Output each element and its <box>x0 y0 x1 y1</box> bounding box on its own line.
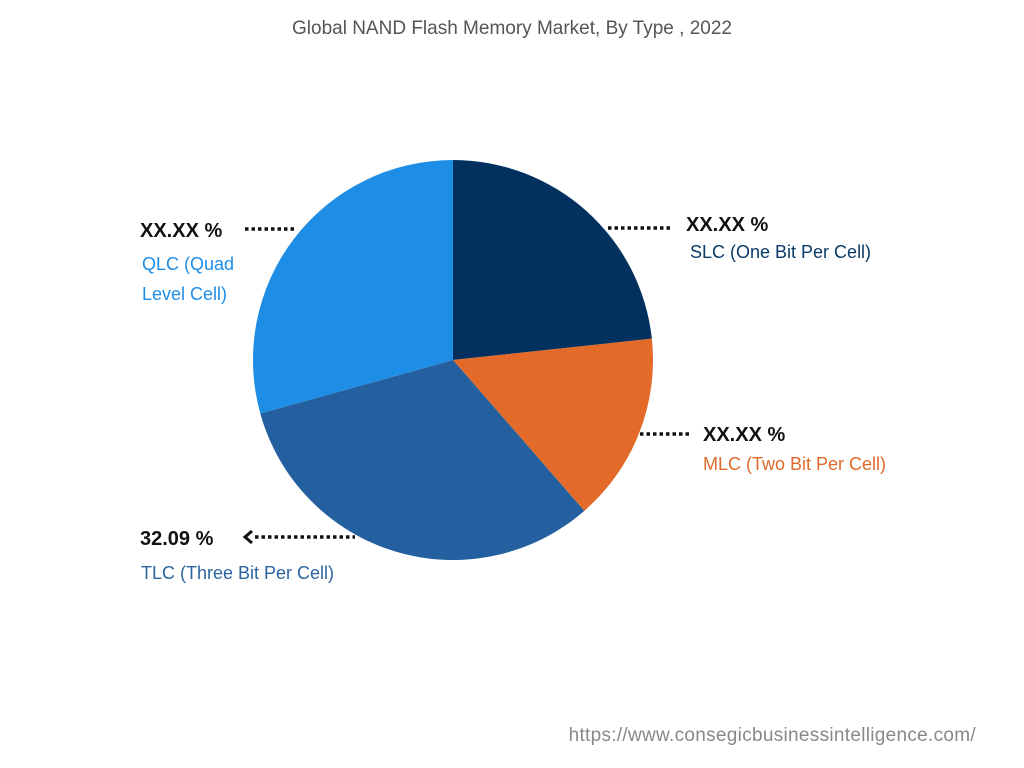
slc-category-label: SLC (One Bit Per Cell) <box>690 242 872 262</box>
qlc-value-label: XX.XX % <box>140 220 223 242</box>
mlc-category-label: MLC (Two Bit Per Cell) <box>703 454 887 474</box>
mlc-value-label: XX.XX % <box>703 424 786 446</box>
tlc-value-label: 32.09 % <box>140 528 214 550</box>
qlc-category-label: QLC (Quad Level Cell) <box>142 254 235 304</box>
pie-slice-slc <box>453 160 652 360</box>
source-url[interactable]: https://www.consegicbusinessintelligence… <box>568 725 976 746</box>
slc-value-label: XX.XX % <box>686 214 769 236</box>
pie-slice-qlc <box>252 159 453 414</box>
pie-slice-tlc <box>260 360 585 560</box>
pie-slice-mlc <box>453 338 653 511</box>
chart-title: Global NAND Flash Memory Market, By Type… <box>292 18 732 39</box>
tlc-arrow-head-icon <box>242 529 253 545</box>
tlc-category-label: TLC (Three Bit Per Cell) <box>141 563 335 583</box>
